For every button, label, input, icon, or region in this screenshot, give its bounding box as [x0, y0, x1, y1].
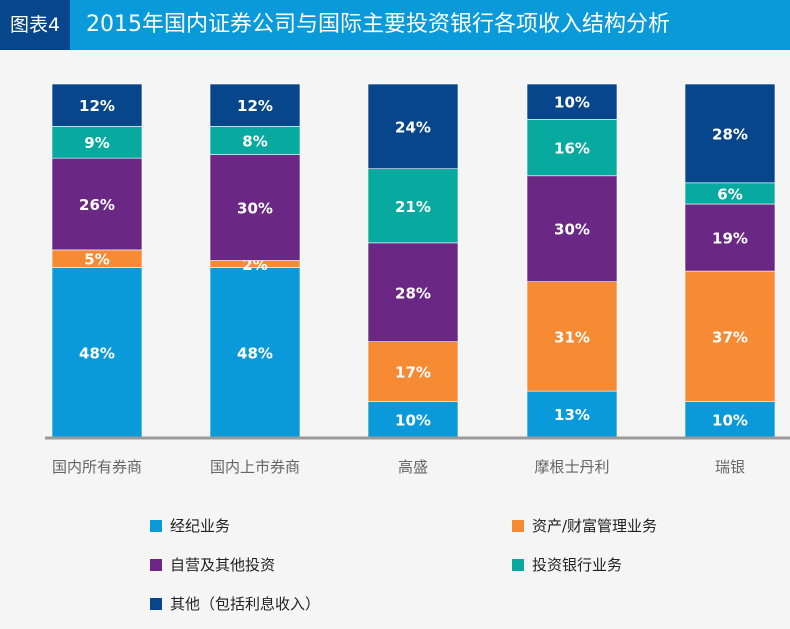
data-label: 19% [712, 230, 748, 248]
bar-segment [209, 154, 301, 261]
data-label: 28% [712, 125, 748, 143]
data-label: 21% [395, 198, 431, 216]
legend-label: 自营及其他投资 [170, 556, 276, 574]
legend-swatch [512, 558, 524, 571]
bar-segment [367, 242, 459, 342]
legend-swatch [150, 558, 162, 571]
legend-item: 经纪业务 [150, 515, 230, 536]
data-label: 48% [79, 344, 115, 362]
data-label: 24% [395, 118, 431, 136]
data-label: 31% [554, 328, 590, 346]
legend-label: 经纪业务 [170, 517, 231, 535]
legend-swatch [512, 519, 524, 532]
stacked-bar-chart: 48%5%26%9%12%国内所有券商48%2%30%8%12%国内上市券商10… [45, 83, 790, 476]
data-label: 17% [395, 364, 431, 382]
bar-segment [526, 281, 618, 392]
category-label: 国内上市券商 [210, 458, 300, 476]
legend-swatch [150, 519, 162, 532]
data-label: 9% [84, 134, 109, 152]
chart-title: 2015年国内证券公司与国际主要投资银行各项收入结构分析 [86, 12, 670, 37]
header-bar: 图表4 2015年国内证券公司与国际主要投资银行各项收入结构分析 [0, 0, 790, 50]
data-label: 26% [79, 196, 115, 214]
data-label: 30% [237, 200, 273, 218]
bar-segment [684, 83, 776, 184]
data-label: 10% [712, 411, 748, 429]
bar-segment [526, 119, 618, 177]
bar-segment [209, 126, 301, 155]
data-label: 13% [554, 406, 590, 424]
data-label: 8% [242, 132, 267, 150]
data-label: 12% [79, 97, 115, 115]
bar-segment [367, 341, 459, 403]
bar-segment [526, 390, 618, 438]
legend-label: 资产/财富管理业务 [532, 517, 658, 535]
data-label: 6% [717, 185, 742, 203]
bar-segment [526, 83, 618, 120]
data-label: 30% [554, 221, 590, 239]
data-label: 37% [712, 328, 748, 346]
bar-segment [51, 267, 143, 438]
legend-item: 自营及其他投资 [150, 554, 275, 575]
bar-segment [684, 401, 776, 438]
legend-swatch [150, 597, 162, 610]
legend-label: 投资银行业务 [532, 556, 623, 574]
legend-item: 投资银行业务 [512, 554, 622, 575]
bar-segment [51, 126, 143, 159]
bar-segment [526, 175, 618, 282]
data-label: 10% [395, 411, 431, 429]
data-label: 28% [395, 284, 431, 302]
bar-segment [209, 83, 301, 127]
bar-segment [367, 168, 459, 244]
bar-segment [51, 83, 143, 127]
data-label: 12% [237, 97, 273, 115]
bar-segment [684, 203, 776, 272]
data-label: 10% [554, 94, 590, 112]
data-label: 16% [554, 140, 590, 158]
category-label: 高盛 [398, 458, 428, 476]
legend-item: 其他（包括利息收入） [150, 593, 320, 614]
category-label: 国内所有券商 [52, 458, 142, 476]
category-label: 摩根士丹利 [534, 458, 609, 476]
category-label: 瑞银 [715, 458, 745, 476]
bar-segment [367, 83, 459, 170]
figure-tag: 图表4 [0, 0, 70, 50]
data-label: 5% [84, 251, 109, 269]
legend-label: 其他（包括利息收入） [170, 595, 321, 613]
legend-item: 资产/财富管理业务 [512, 515, 657, 536]
bar-segment [684, 270, 776, 402]
data-label: 48% [237, 344, 273, 362]
